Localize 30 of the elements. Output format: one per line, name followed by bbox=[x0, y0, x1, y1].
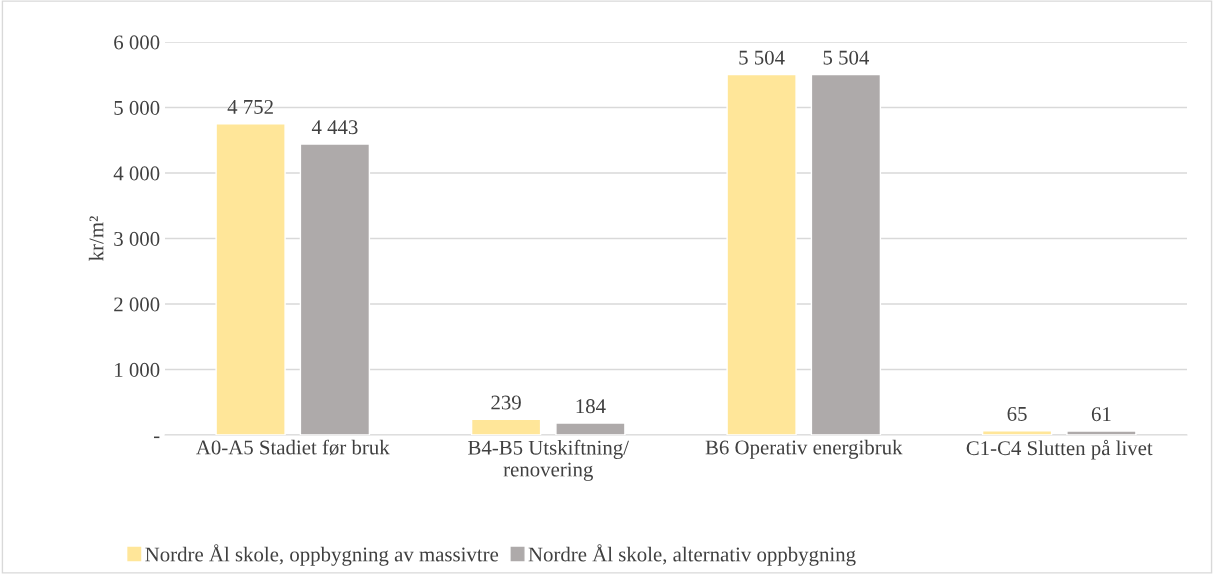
y-tick-label: 3 000 bbox=[114, 231, 160, 246]
x-tick-label: C1-C4 Slutten på livet bbox=[966, 439, 1153, 460]
data-label: 5 504 bbox=[823, 50, 870, 65]
y-axis-title: kr/m² bbox=[88, 216, 104, 261]
y-tick-label: - bbox=[153, 436, 160, 439]
x-tick-label: A0-A5 Stadiet før bruk bbox=[196, 439, 390, 456]
bar bbox=[470, 418, 542, 435]
bar bbox=[810, 73, 882, 435]
data-label: 4 752 bbox=[227, 99, 273, 114]
bar bbox=[299, 143, 371, 435]
y-tick-label: 6 000 bbox=[114, 35, 160, 50]
bar bbox=[215, 123, 286, 435]
data-label: 65 bbox=[1007, 406, 1027, 421]
legend-label: Nordre Ål skole, oppbygning av massivtre bbox=[145, 544, 499, 566]
y-tick-label: 1 000 bbox=[115, 362, 160, 377]
x-tick-label: B4-B5 Utskiftning/ renovering bbox=[468, 439, 629, 481]
x-tick-label: B6 Operativ energibruk bbox=[705, 439, 903, 459]
data-label: 5 504 bbox=[739, 50, 785, 65]
bar bbox=[555, 422, 626, 435]
data-label: 4 443 bbox=[311, 120, 358, 135]
data-label: 239 bbox=[491, 395, 521, 410]
bar bbox=[981, 430, 1053, 435]
y-tick-label: 5 000 bbox=[114, 100, 160, 115]
data-label: 61 bbox=[1091, 407, 1111, 422]
y-tick-label: 4 000 bbox=[113, 166, 160, 181]
data-label: 184 bbox=[576, 399, 606, 414]
bar bbox=[1066, 430, 1137, 435]
y-tick-label: 2 000 bbox=[114, 297, 160, 312]
legend-label: Nordre Ål skole, alternativ oppbygning bbox=[528, 544, 856, 566]
bar bbox=[726, 73, 797, 435]
